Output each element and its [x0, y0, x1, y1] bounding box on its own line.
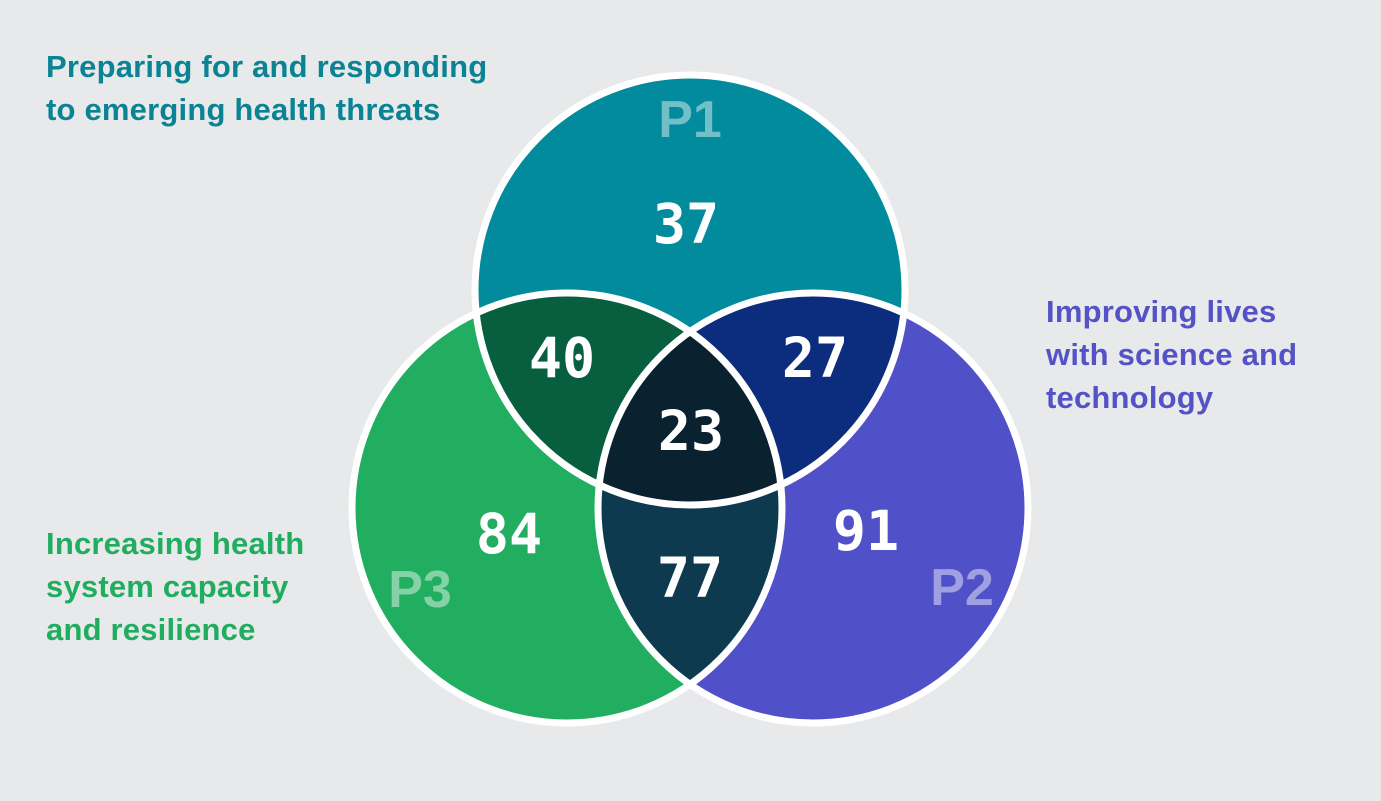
value-p1-p2: 27 [782, 326, 848, 390]
circle-p2-outline [594, 289, 1032, 727]
region-center-fill [598, 293, 782, 505]
region-center-inner [598, 293, 782, 505]
set-tag-p3: P3 [388, 561, 452, 619]
circle-p3-outline [348, 289, 786, 727]
value-p1-only: 37 [653, 192, 719, 256]
value-p2-only: 91 [833, 499, 899, 563]
value-p2-p3: 77 [657, 546, 723, 610]
value-p3-only: 84 [476, 502, 542, 566]
set-label-p2: Improving lives with science and technol… [1046, 294, 1298, 415]
value-p1-p3: 40 [529, 326, 595, 390]
set-tag-p1: P1 [658, 91, 722, 149]
value-center: 23 [658, 399, 724, 463]
circle-p1-outline [471, 71, 909, 509]
set-label-p3: Increasing health system capacity and re… [46, 526, 305, 647]
set-tag-p2: P2 [930, 559, 994, 617]
region-center-outer [598, 293, 782, 505]
set-label-p1: Preparing for and responding to emerging… [46, 49, 488, 127]
